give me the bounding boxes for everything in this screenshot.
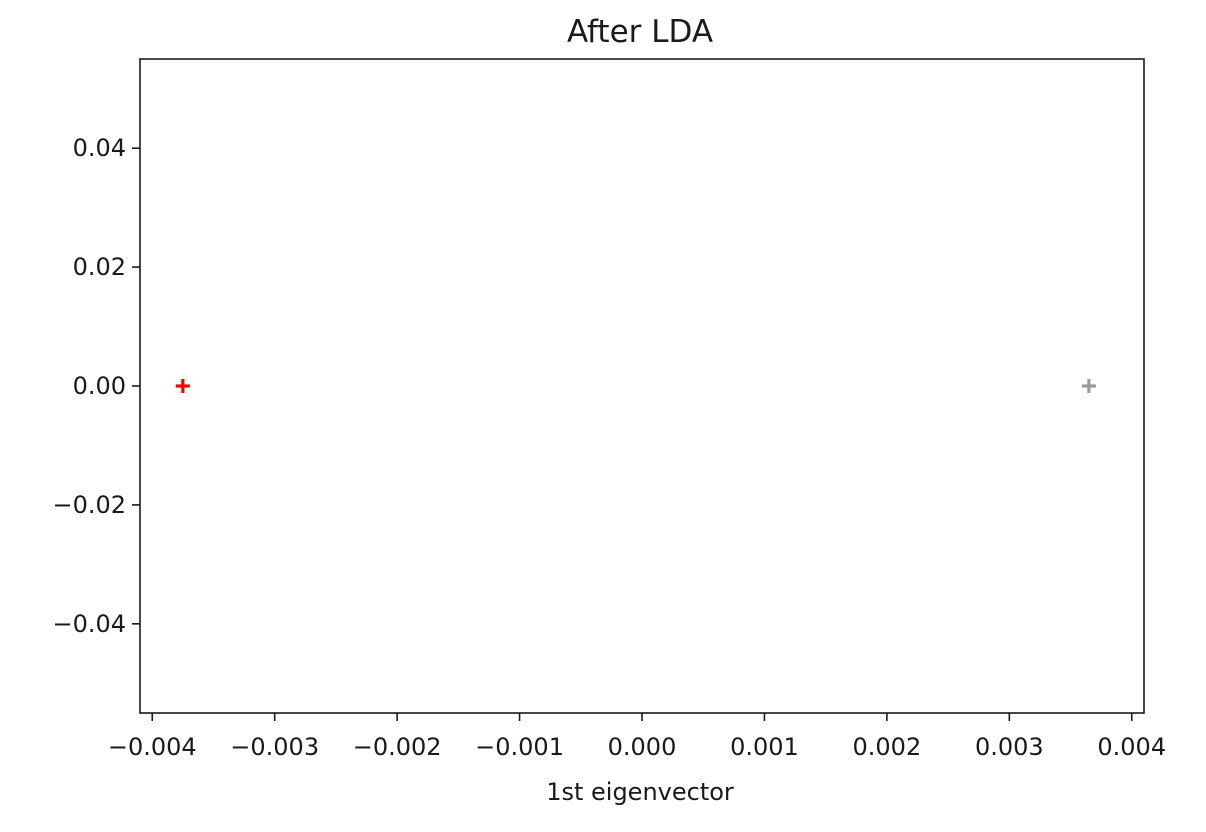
x-axis: −0.004 −0.003 −0.002 −0.001 0.000 0.001 0.002 0… <box>108 713 1166 761</box>
plot-frame <box>139 58 1145 714</box>
y-tick-label: 0.02 <box>73 253 126 281</box>
x-tick-label: 0.001 <box>730 733 799 761</box>
x-tick-label: −0.001 <box>475 733 564 761</box>
x-tick-label: −0.004 <box>108 733 197 761</box>
y-tick-label: −0.04 <box>52 610 126 638</box>
y-tick-label: −0.02 <box>52 491 126 519</box>
y-tick-label: 0.04 <box>73 134 126 162</box>
data-points <box>175 379 1096 393</box>
data-point-plus-marker <box>175 379 190 393</box>
x-tick-label: 0.004 <box>1097 733 1166 761</box>
y-tick-label: 0.00 <box>73 372 126 400</box>
x-tick-label: 0.000 <box>608 733 677 761</box>
data-point-plus-marker <box>1081 379 1096 393</box>
x-tick-label: −0.002 <box>353 733 442 761</box>
plot-area <box>140 59 1144 713</box>
x-tick-label: 0.002 <box>853 733 922 761</box>
chart-title: After LDA <box>567 14 713 50</box>
y-axis: 0.04 0.02 0.00 −0.02 −0.04 <box>52 134 140 638</box>
x-axis-label: 1st eigenvector <box>546 778 734 806</box>
x-tick-label: 0.003 <box>975 733 1044 761</box>
x-tick-label: −0.003 <box>230 733 319 761</box>
